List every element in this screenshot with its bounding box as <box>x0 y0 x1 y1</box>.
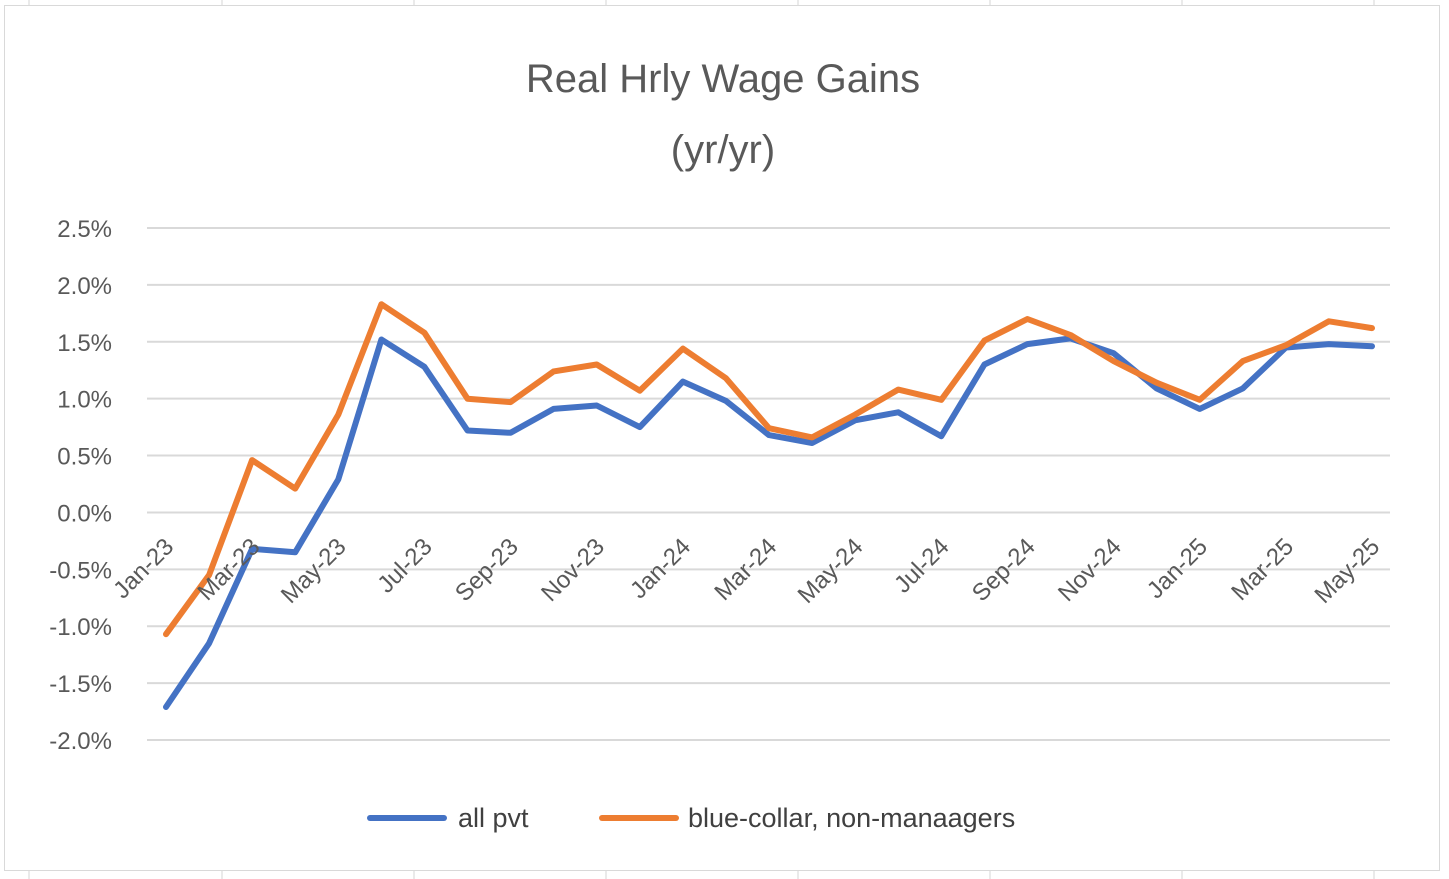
y-tick-label: 0.5% <box>57 444 112 471</box>
series-lines <box>163 301 1375 710</box>
y-tick-label: -2.0% <box>49 728 112 755</box>
legend-label: all pvt <box>458 803 529 833</box>
gridlines <box>147 227 1390 741</box>
y-tick-label: 1.0% <box>57 387 112 414</box>
chart-subtitle: (yr/yr) <box>671 128 775 172</box>
series-line-blue-collar[interactable] <box>163 301 1375 638</box>
x-tick-label: Jul-23 <box>372 533 437 598</box>
x-tick-label: May-25 <box>1310 533 1386 609</box>
y-tick-label: 2.0% <box>57 273 112 300</box>
y-tick-label: 1.5% <box>57 330 112 357</box>
legend-label: blue-collar, non-manaagers <box>688 803 1015 833</box>
x-tick-label: Jul-24 <box>889 533 954 598</box>
y-axis-tick-labels: -2.0% -1.5% -1.0% -0.5% 0.0% 0.5% 1.0% 1.5% 2.0%… <box>49 216 112 755</box>
y-tick-label: -0.5% <box>49 557 112 584</box>
x-tick-label: May-24 <box>793 533 869 609</box>
y-tick-label: -1.5% <box>49 671 112 698</box>
y-tick-label: -1.0% <box>49 614 112 641</box>
y-tick-label: 0.0% <box>57 500 112 527</box>
chart-title: Real Hrly Wage Gains <box>526 57 920 101</box>
legend[interactable]: all pvt blue-collar, non-manaagers <box>367 803 1015 833</box>
chart-area[interactable] <box>4 5 1440 871</box>
y-tick-label: 2.5% <box>57 216 112 243</box>
x-tick-label: May-23 <box>276 533 352 609</box>
